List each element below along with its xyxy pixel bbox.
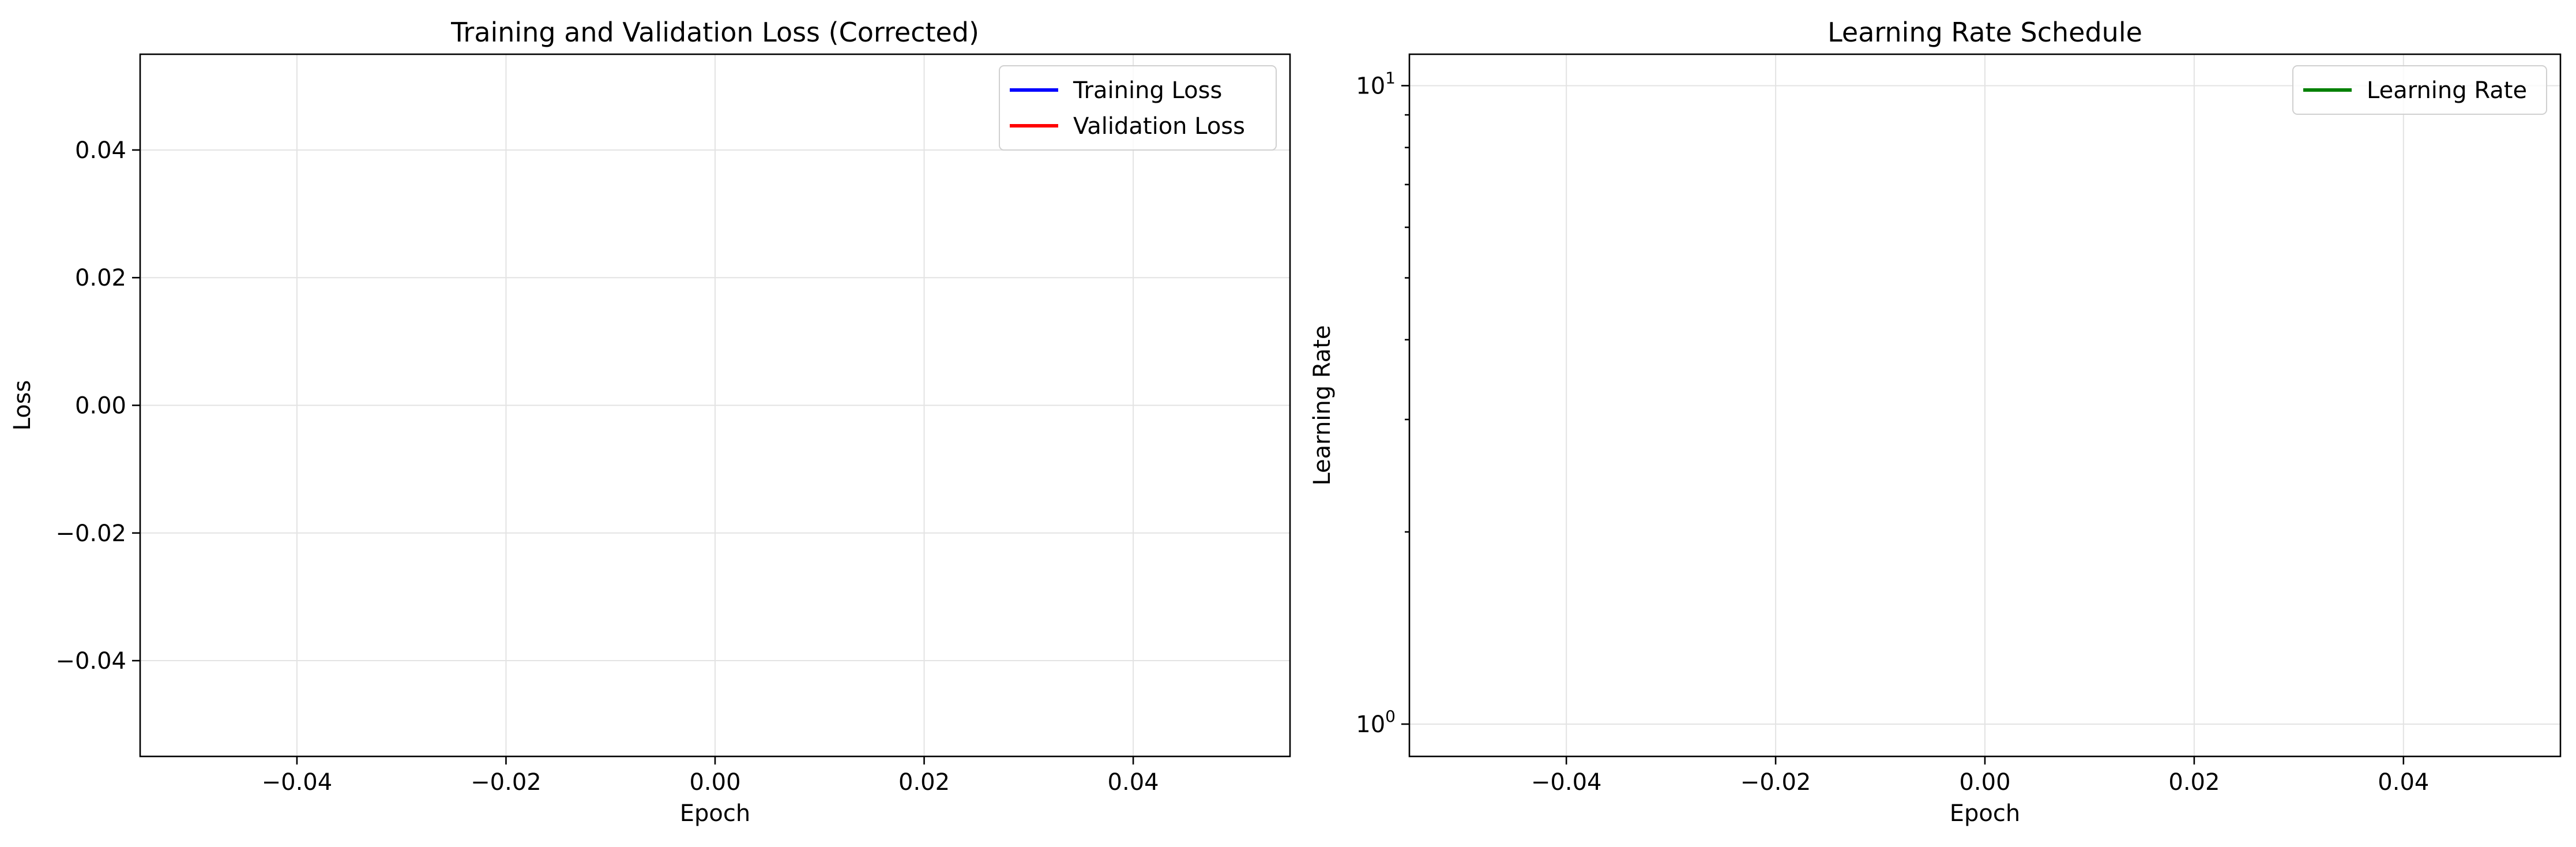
y-axis-label: Learning Rate [1309, 325, 1336, 485]
y-tick-label: −0.02 [55, 520, 126, 547]
x-tick-label: −0.04 [262, 769, 333, 796]
gridlines [140, 54, 1290, 756]
y-tick-label: 100 [1356, 707, 1396, 738]
chart-title: Training and Validation Loss (Corrected) [450, 17, 979, 48]
x-tick-label: −0.04 [1531, 769, 1602, 796]
legend-label-learning-rate: Learning Rate [2367, 77, 2527, 104]
x-axis-label: Epoch [680, 800, 750, 827]
x-tick-label: −0.02 [1740, 769, 1811, 796]
x-tick-label: −0.02 [471, 769, 541, 796]
x-tick-label: 0.02 [898, 769, 950, 796]
legend-frame [2292, 65, 2547, 115]
y-tick-label: 0.02 [75, 265, 126, 291]
x-tick-label: 0.04 [1108, 769, 1159, 796]
y-axis-label: Loss [9, 380, 36, 431]
legend-label-training-loss: Training Loss [1073, 77, 1222, 104]
legend: Training Loss Validation Loss [999, 65, 1277, 151]
y-tick-label: 0.04 [75, 137, 126, 164]
x-tick-label: 0.00 [1959, 769, 2010, 796]
y-axis-ticks: 100 101 [1356, 68, 1409, 738]
y-tick-label: 101 [1356, 68, 1396, 99]
legend: Learning Rate [2292, 65, 2547, 115]
legend-frame [999, 65, 1277, 151]
x-tick-label: 0.00 [689, 769, 740, 796]
x-axis-label: Epoch [1950, 800, 2020, 827]
y-axis-ticks: −0.04 −0.02 0.00 0.02 0.04 [55, 137, 140, 674]
x-tick-label: 0.02 [2168, 769, 2220, 796]
learning-rate-chart: Learning Rate Schedule −0.04 −0.02 0.00 0.0… [1309, 17, 2562, 827]
legend-label-validation-loss: Validation Loss [1073, 113, 1245, 140]
x-axis-ticks: −0.04 −0.02 0.00 0.02 0.04 [262, 756, 1159, 796]
loss-chart: Training and Validation Loss (Corrected)… [9, 17, 1291, 827]
y-tick-label: 0.00 [75, 393, 126, 419]
gridlines [1409, 54, 2560, 756]
chart-title: Learning Rate Schedule [1827, 17, 2142, 48]
x-tick-label: 0.04 [2378, 769, 2429, 796]
y-tick-label: −0.04 [55, 648, 126, 674]
x-axis-ticks: −0.04 −0.02 0.00 0.02 0.04 [1531, 756, 2429, 796]
